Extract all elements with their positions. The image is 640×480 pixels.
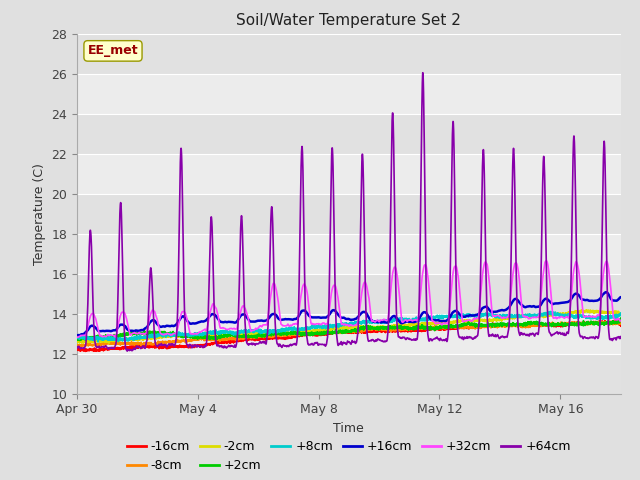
Bar [77,354,621,394]
Title: Soil/Water Temperature Set 2: Soil/Water Temperature Set 2 [236,13,461,28]
Y-axis label: Temperature (C): Temperature (C) [33,163,45,264]
Bar [77,114,621,154]
Bar [77,34,621,73]
Legend: -16cm, -8cm, -2cm, +2cm, +8cm, +16cm, +32cm, +64cm: -16cm, -8cm, -2cm, +2cm, +8cm, +16cm, +3… [122,435,575,477]
Text: EE_met: EE_met [88,44,138,58]
Bar [77,274,621,313]
Bar [77,193,621,234]
X-axis label: Time: Time [333,422,364,435]
